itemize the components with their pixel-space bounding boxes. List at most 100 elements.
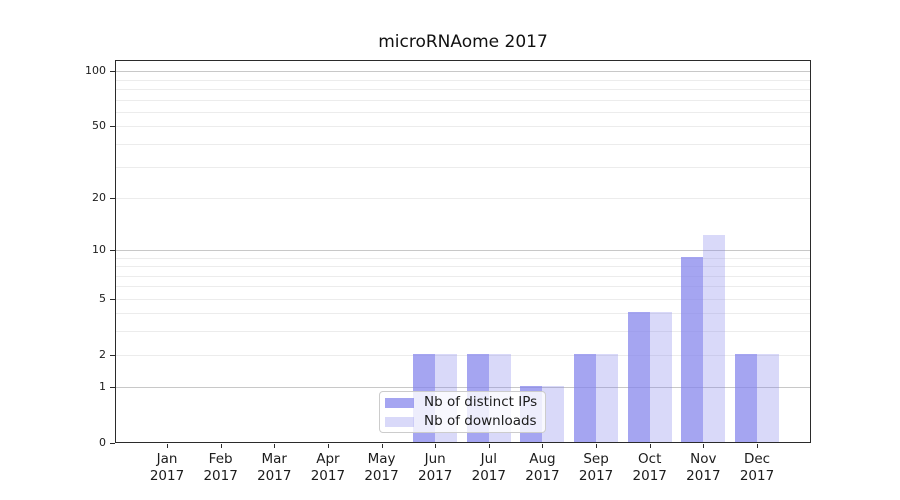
minor-gridline	[116, 257, 810, 259]
x-tick-label-sep: Sep 2017	[568, 451, 624, 485]
y-tick-mark	[110, 126, 115, 128]
x-tick-label-mar: Mar 2017	[246, 451, 302, 485]
bar-downloads-sep	[596, 353, 619, 442]
y-tick-mark	[110, 387, 115, 389]
legend: Nb of distinct IPs Nb of downloads	[379, 391, 546, 433]
minor-gridline	[116, 266, 810, 268]
x-tick-label-may: May 2017	[354, 451, 410, 485]
minor-gridline	[116, 286, 810, 288]
x-tick-mark	[649, 444, 651, 448]
x-tick-year: 2017	[578, 468, 614, 484]
minor-gridline	[116, 331, 810, 333]
y-tick-label: 20	[92, 190, 106, 204]
x-tick-year: 2017	[471, 468, 506, 484]
x-tick-month: Aug	[529, 451, 556, 467]
minor-gridline	[116, 112, 810, 113]
x-tick-label-jan: Jan 2017	[139, 451, 195, 485]
y-tick-label: 2	[99, 347, 106, 361]
bar-downloads-aug	[542, 386, 565, 442]
x-tick-label-nov: Nov 2017	[675, 451, 731, 485]
x-tick-mark	[488, 444, 490, 448]
bar-distinct-ips-dec	[735, 353, 757, 442]
y-tick-mark	[110, 71, 115, 73]
y-tick-label: 5	[99, 291, 106, 305]
bar-distinct-ips-oct	[627, 312, 650, 442]
x-tick-mark	[542, 444, 544, 448]
minor-gridline	[116, 354, 810, 356]
x-tick-year: 2017	[632, 468, 667, 484]
minor-gridline	[116, 275, 810, 277]
y-tick-mark	[110, 249, 115, 251]
chart-title: microRNAome 2017	[378, 32, 548, 52]
y-tick-label: 50	[92, 119, 106, 133]
y-tick-mark	[110, 298, 115, 300]
minor-gridline	[116, 313, 810, 315]
x-tick-label-feb: Feb 2017	[193, 451, 249, 485]
plot-area	[115, 60, 811, 443]
y-tick-mark	[110, 443, 115, 444]
x-tick-month: May	[367, 451, 396, 467]
bar-downloads-nov	[703, 235, 726, 442]
bar-distinct-ips-sep	[574, 353, 597, 442]
x-tick-mark	[703, 444, 705, 448]
x-tick-mark	[274, 444, 276, 448]
y-tick-mark	[110, 197, 115, 199]
y-tick-label: 1	[99, 380, 106, 394]
x-tick-year: 2017	[310, 468, 346, 484]
x-tick-mark	[757, 444, 758, 448]
y-tick-mark	[110, 354, 115, 356]
major-gridline	[116, 249, 810, 251]
x-tick-mark	[167, 444, 168, 448]
major-gridline	[116, 387, 810, 389]
legend-label: Nb of distinct IPs	[424, 394, 538, 410]
legend-entry-downloads: Nb of downloads	[385, 414, 545, 429]
minor-gridline	[116, 89, 810, 91]
legend-label: Nb of downloads	[424, 413, 537, 429]
bar-downloads-dec	[757, 353, 779, 442]
minor-gridline	[116, 79, 810, 81]
bar-distinct-ips-nov	[681, 256, 704, 442]
x-tick-mark	[327, 444, 329, 448]
x-tick-month: Sep	[583, 451, 609, 467]
bar-downloads-oct	[649, 312, 672, 442]
minor-gridline	[116, 99, 810, 101]
x-tick-month: Apr	[316, 451, 340, 467]
x-tick-year: 2017	[686, 468, 721, 484]
x-tick-month: Jul	[480, 451, 497, 467]
x-tick-label-oct: Oct 2017	[622, 451, 678, 485]
legend-entry-distinct-ips: Nb of distinct IPs	[385, 395, 545, 410]
y-tick-label: 100	[85, 64, 106, 78]
x-tick-label-jun: Jun 2017	[407, 451, 463, 485]
x-tick-mark	[220, 444, 222, 448]
x-tick-label-aug: Aug 2017	[514, 451, 570, 485]
minor-gridline	[116, 298, 810, 300]
x-tick-year: 2017	[417, 468, 453, 484]
x-tick-mark	[381, 444, 383, 448]
x-tick-mark	[596, 444, 598, 448]
x-tick-year: 2017	[739, 468, 775, 484]
minor-gridline	[116, 143, 810, 145]
x-tick-label-apr: Apr 2017	[300, 451, 356, 485]
x-tick-month: Nov	[690, 451, 717, 467]
x-tick-month: Jan	[156, 451, 178, 467]
minor-gridline	[116, 166, 810, 168]
x-tick-year: 2017	[203, 468, 238, 484]
x-tick-year: 2017	[149, 468, 185, 484]
x-tick-label-jul: Jul 2017	[461, 451, 517, 485]
x-tick-month: Jun	[424, 451, 446, 467]
x-tick-month: Dec	[743, 451, 771, 467]
minor-gridline	[116, 126, 810, 128]
x-tick-year: 2017	[525, 468, 560, 484]
legend-swatch	[385, 397, 414, 408]
x-tick-year: 2017	[257, 468, 292, 484]
y-tick-label: 10	[92, 242, 106, 256]
minor-gridline	[116, 197, 810, 199]
x-tick-month: Oct	[638, 451, 662, 467]
legend-swatch	[385, 416, 414, 427]
major-gridline	[116, 71, 810, 73]
x-tick-month: Feb	[208, 451, 233, 467]
x-tick-month: Mar	[261, 451, 287, 467]
x-tick-label-dec: Dec 2017	[729, 451, 785, 485]
x-tick-mark	[435, 444, 437, 448]
